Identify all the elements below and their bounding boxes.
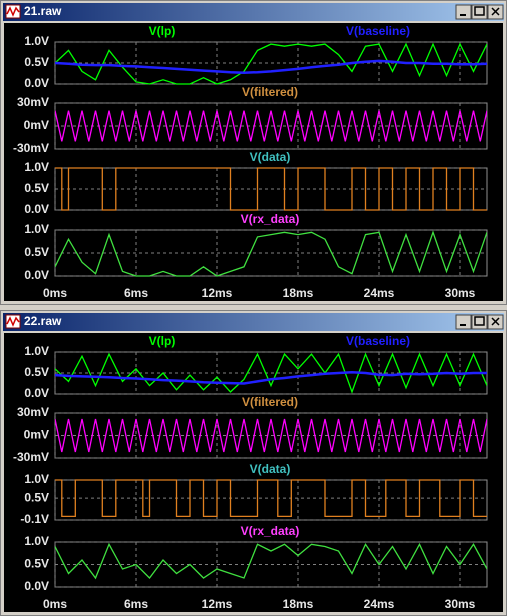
- x-tick-label: 0ms: [43, 286, 67, 300]
- x-tick-label: 30ms: [445, 286, 476, 300]
- plot-background: [4, 23, 503, 301]
- button-glyph: [474, 6, 485, 16]
- title-bar: [3, 3, 504, 21]
- y-tick-label: 0.5V: [24, 55, 49, 69]
- plot-background: [4, 333, 503, 612]
- y-tick-label: 0.5V: [24, 181, 49, 195]
- trace: [55, 110, 487, 142]
- y-tick-label: 0.0V: [24, 268, 49, 282]
- window-title: 21.raw: [24, 4, 62, 18]
- trace: [55, 479, 487, 518]
- button-glyph: [491, 317, 500, 326]
- x-tick-label: 12ms: [202, 597, 233, 611]
- trace: [55, 370, 487, 385]
- trace-name[interactable]: V(filtered): [242, 395, 298, 409]
- trace: [55, 167, 487, 211]
- x-tick-label: 18ms: [283, 597, 314, 611]
- trace: [55, 59, 487, 74]
- y-tick-label: 0.5V: [24, 245, 49, 259]
- window-icon-wave: [6, 316, 20, 327]
- y-tick-label: 1.0V: [24, 534, 49, 548]
- x-tick-label: 6ms: [124, 286, 148, 300]
- y-tick-label: 0.5V: [24, 490, 49, 504]
- y-tick-label: 0mV: [24, 428, 49, 442]
- window-button-min[interactable]: [455, 4, 472, 20]
- x-tick-label: 18ms: [283, 286, 314, 300]
- trace: [55, 418, 487, 453]
- y-tick-label: 0mV: [24, 118, 49, 132]
- trace-name[interactable]: V(rx_data): [241, 524, 300, 538]
- y-tick-label: -30mV: [13, 450, 49, 464]
- y-tick-label: 0.0V: [24, 202, 49, 216]
- trace-name[interactable]: V(data): [250, 150, 291, 164]
- y-tick-label: 1.0V: [24, 160, 49, 174]
- button-glyph: [474, 316, 485, 326]
- window-icon-wave: [6, 6, 20, 17]
- x-tick-label: 24ms: [364, 597, 395, 611]
- y-tick-label: 1.0V: [24, 34, 49, 48]
- button-glyph: [491, 7, 500, 16]
- y-tick-label: 1.0V: [24, 472, 49, 486]
- trace-name[interactable]: V(baseline): [346, 24, 410, 38]
- y-tick-label: 30mV: [17, 405, 49, 419]
- y-tick-label: 0.0V: [24, 76, 49, 90]
- trace: [55, 42, 487, 85]
- y-tick-label: -30mV: [13, 141, 49, 155]
- y-tick-label: 0.5V: [24, 365, 49, 379]
- x-tick-label: 24ms: [364, 286, 395, 300]
- y-tick-label: 30mV: [17, 95, 49, 109]
- trace-name[interactable]: V(lp): [149, 334, 176, 348]
- y-tick-label: 0.0V: [24, 386, 49, 400]
- trace-name[interactable]: V(baseline): [346, 334, 410, 348]
- x-tick-label: 6ms: [124, 597, 148, 611]
- y-tick-label: 0.0V: [24, 579, 49, 593]
- y-tick-label: 1.0V: [24, 344, 49, 358]
- x-tick-label: 30ms: [445, 597, 476, 611]
- title-bar: [3, 313, 504, 331]
- trace-name[interactable]: V(filtered): [242, 85, 298, 99]
- trace: [55, 230, 487, 277]
- window-title: 22.raw: [24, 314, 62, 328]
- y-tick-label: 1.0V: [24, 222, 49, 236]
- window-button-min[interactable]: [455, 314, 472, 330]
- trace-name[interactable]: V(lp): [149, 24, 176, 38]
- trace-name[interactable]: V(data): [250, 462, 291, 476]
- x-tick-label: 0ms: [43, 597, 67, 611]
- y-tick-label: 0.5V: [24, 557, 49, 571]
- trace: [55, 542, 487, 580]
- x-tick-label: 12ms: [202, 286, 233, 300]
- y-tick-label: -0.1V: [20, 512, 49, 526]
- trace-name[interactable]: V(rx_data): [241, 212, 300, 226]
